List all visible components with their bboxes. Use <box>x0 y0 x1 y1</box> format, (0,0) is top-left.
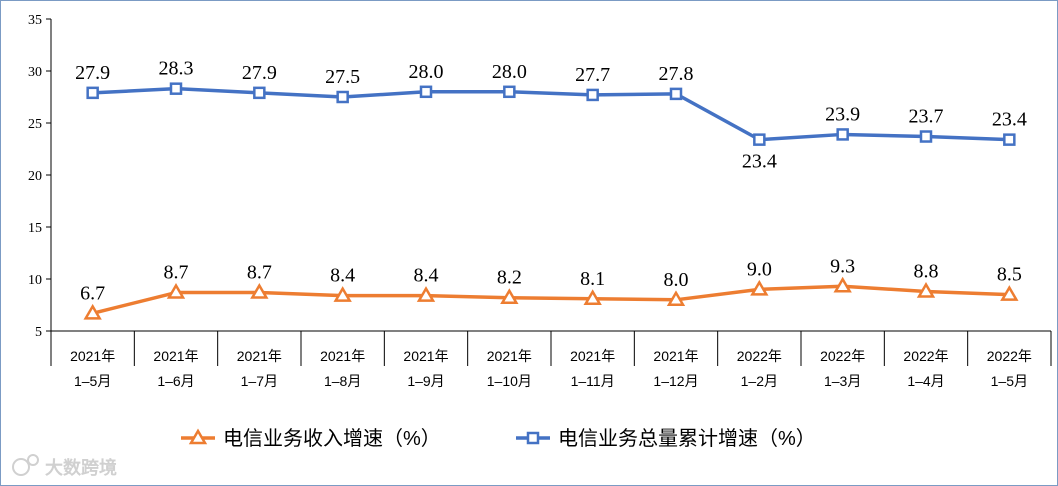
data-point <box>586 88 599 102</box>
data-label: 6.7 <box>80 282 105 304</box>
series-total-volume <box>86 82 1016 146</box>
data-label: 23.4 <box>992 109 1027 131</box>
legend: 电信业务收入增速（%） 电信业务总量累计增速（%） <box>181 427 816 450</box>
data-point <box>336 90 349 104</box>
x-tick-label-period: 1–12月 <box>653 373 698 389</box>
x-tick-label-year: 2021年 <box>487 348 532 364</box>
series-line <box>92 284 1010 316</box>
y-tick-label: 15 <box>28 221 42 236</box>
watermark-text: 大数跨境 <box>45 457 117 478</box>
x-tick-label-year: 2022年 <box>903 348 948 364</box>
data-point <box>253 86 266 100</box>
data-label: 8.0 <box>664 269 689 291</box>
x-tick-label-period: 1–2月 <box>741 373 778 389</box>
x-tick-label-year: 2022年 <box>737 348 782 364</box>
data-label: 28.3 <box>159 58 194 80</box>
legend-item-revenue: 电信业务收入增速（%） <box>181 427 441 450</box>
x-tick-label-period: 1–10月 <box>487 373 532 389</box>
legend-label: 电信业务收入增速（%） <box>223 427 441 450</box>
data-point <box>666 290 686 307</box>
data-label: 9.3 <box>830 255 855 277</box>
data-label: 28.0 <box>409 61 444 83</box>
x-tick-label-year: 2021年 <box>237 348 282 364</box>
axes: 5 10 15 20 25 30 35 2021年 1–5月 2021年 1–6月 2021年 1–7月… <box>28 13 1052 389</box>
data-label: 23.9 <box>825 103 860 125</box>
x-tick-label-year: 2021年 <box>570 348 615 364</box>
data-label: 8.4 <box>414 265 439 287</box>
data-point <box>1003 133 1016 146</box>
data-point <box>833 276 852 293</box>
data-point <box>419 85 433 99</box>
data-point <box>583 289 602 306</box>
x-tick-label-period: 1–3月 <box>824 373 861 389</box>
data-point <box>750 279 769 296</box>
x-tick-label-period: 1–9月 <box>407 373 444 389</box>
x-tick-label-year: 2021年 <box>153 348 198 364</box>
x-tick-label-period: 1–7月 <box>241 373 278 389</box>
data-point <box>1000 285 1019 301</box>
data-label: 27.9 <box>75 62 110 84</box>
data-label: 23.7 <box>909 106 944 128</box>
data-point <box>169 82 183 95</box>
data-label: 9.0 <box>747 258 772 280</box>
data-label: 27.7 <box>575 64 610 86</box>
data-point <box>916 281 936 298</box>
watermark: 大数跨境 <box>12 454 117 478</box>
x-tick-label-year: 2021年 <box>320 348 365 364</box>
data-point <box>753 133 766 146</box>
y-tick-label: 30 <box>28 65 42 80</box>
data-label: 8.5 <box>997 264 1022 286</box>
x-tick-label-year: 2021年 <box>70 348 115 364</box>
y-tick-label: 35 <box>28 13 42 28</box>
data-point <box>836 128 849 141</box>
y-tick-label: 25 <box>28 117 42 132</box>
data-labels: 6.7 8.7 8.7 8.4 8.4 8.2 8.1 8.0 9.0 9.3 8.8 8.5 27.9… <box>75 58 1027 305</box>
data-point <box>919 130 933 143</box>
legend-label: 电信业务总量累计增速（%） <box>558 427 816 450</box>
x-tick-label-year: 2021年 <box>403 348 448 364</box>
data-label: 27.9 <box>242 62 277 84</box>
x-tick-label-year: 2022年 <box>987 348 1032 364</box>
data-point <box>503 85 516 99</box>
y-tick-label: 10 <box>28 273 42 288</box>
data-point <box>166 283 186 299</box>
x-tick-label-period: 1–4月 <box>907 373 944 389</box>
data-point <box>669 87 683 101</box>
data-label: 23.4 <box>742 151 777 173</box>
data-label: 28.0 <box>492 61 527 83</box>
data-label: 8.2 <box>497 267 522 289</box>
legend-swatch-marker <box>188 428 208 445</box>
data-point <box>250 283 269 299</box>
data-point <box>86 86 99 100</box>
series-line <box>92 86 1010 142</box>
data-point <box>83 303 102 320</box>
data-label: 8.1 <box>580 268 605 290</box>
data-label: 8.4 <box>330 265 355 287</box>
data-label: 8.7 <box>164 262 189 284</box>
logo-icon <box>12 454 39 476</box>
series-layer <box>83 82 1019 320</box>
x-tick-label-year: 2022年 <box>820 348 865 364</box>
data-point <box>416 286 436 302</box>
x-tick-label-period: 1–5月 <box>991 373 1028 389</box>
data-point <box>500 288 519 304</box>
data-label: 8.8 <box>914 260 939 282</box>
x-tick-label-period: 1–11月 <box>571 373 615 389</box>
data-label: 8.7 <box>247 262 272 284</box>
x-tick-label-period: 1–6月 <box>157 373 194 389</box>
data-label: 27.8 <box>659 63 694 85</box>
legend-item-total-volume: 电信业务总量累计增速（%） <box>516 427 816 450</box>
data-label: 27.5 <box>325 66 360 88</box>
y-tick-label: 5 <box>35 325 42 340</box>
x-tick-label-year: 2021年 <box>653 348 698 364</box>
series-revenue <box>83 276 1019 320</box>
y-tick-label: 20 <box>28 169 42 184</box>
data-point <box>333 286 352 302</box>
x-tick-label-period: 1–5月 <box>74 373 111 389</box>
legend-swatch-marker <box>526 431 540 445</box>
x-tick-label-period: 1–8月 <box>324 373 361 389</box>
